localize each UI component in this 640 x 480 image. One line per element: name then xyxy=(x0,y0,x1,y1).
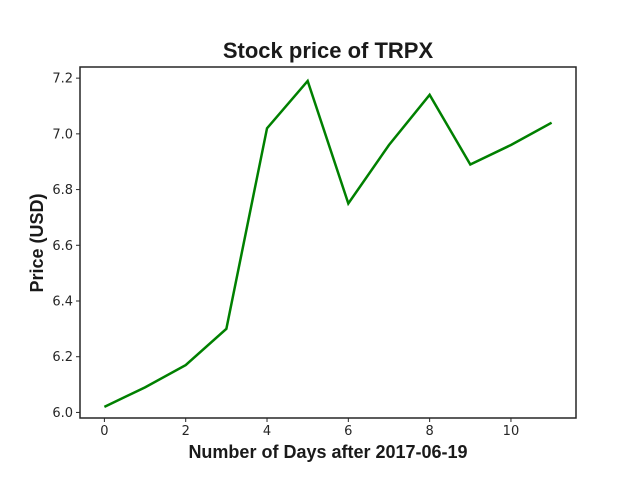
y-tick-label: 6.2 xyxy=(52,350,73,365)
y-tick-label: 7.0 xyxy=(52,127,73,142)
series-line-0 xyxy=(103,78,553,408)
plot-area-frame xyxy=(79,66,577,419)
chart-title: Stock price of TRPX xyxy=(223,38,434,63)
x-tick-label: 4 xyxy=(263,424,271,439)
y-tick-label: 7.2 xyxy=(52,72,73,87)
x-axis-ticks: 0 2 4 6 8 10 xyxy=(100,418,519,439)
x-tick-label: 8 xyxy=(425,424,433,439)
x-tick-label: 0 xyxy=(100,424,108,439)
series-layer xyxy=(103,78,553,408)
x-tick-label: 2 xyxy=(182,424,190,439)
y-tick-label: 6.8 xyxy=(52,183,73,198)
y-tick-label: 6.6 xyxy=(52,239,73,254)
x-tick-label: 6 xyxy=(344,424,352,439)
y-axis-title: Price (USD) xyxy=(27,193,47,292)
y-tick-label: 6.0 xyxy=(52,406,73,421)
y-axis-ticks: 6.0 6.2 6.4 6.6 6.8 7.0 7.2 xyxy=(52,72,80,421)
x-axis-title: Number of Days after 2017-06-19 xyxy=(188,442,467,462)
x-tick-label: 10 xyxy=(503,424,520,439)
y-tick-label: 6.4 xyxy=(52,295,73,310)
